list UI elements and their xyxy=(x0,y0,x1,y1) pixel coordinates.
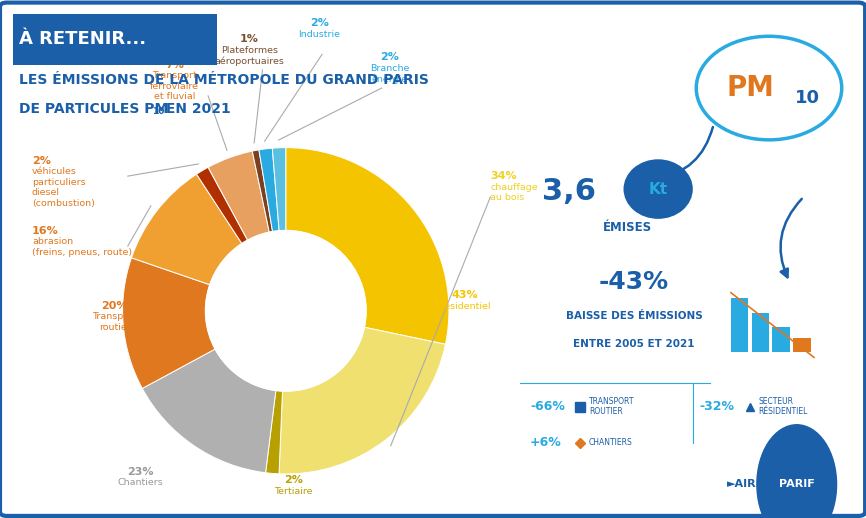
Text: Résidentiel: Résidentiel xyxy=(438,302,491,311)
Wedge shape xyxy=(208,151,269,240)
Bar xyxy=(772,327,790,352)
Text: 2%: 2% xyxy=(380,52,399,62)
Text: chauffage
au bois: chauffage au bois xyxy=(490,183,538,202)
Bar xyxy=(793,338,811,352)
Text: Transport
ferroviaire
et fluvial: Transport ferroviaire et fluvial xyxy=(150,71,199,102)
Text: Transport
routier: Transport routier xyxy=(93,312,137,332)
Text: -66%: -66% xyxy=(530,400,565,413)
Text: +6%: +6% xyxy=(530,436,562,450)
Text: 34%: 34% xyxy=(490,171,517,181)
Text: Tertiaire: Tertiaire xyxy=(275,487,313,496)
Text: 16%: 16% xyxy=(32,226,59,236)
Text: Kt: Kt xyxy=(649,182,668,196)
Text: PM: PM xyxy=(726,74,774,102)
Wedge shape xyxy=(279,327,445,474)
Text: 2%: 2% xyxy=(32,156,51,166)
Text: PARIF: PARIF xyxy=(779,479,815,490)
Text: EN 2021: EN 2021 xyxy=(161,102,231,116)
Text: 43%: 43% xyxy=(451,291,478,300)
Text: véhicules
particuliers
diesel
(combustion): véhicules particuliers diesel (combustio… xyxy=(32,167,95,208)
Text: -43%: -43% xyxy=(599,270,669,294)
Bar xyxy=(731,298,748,352)
Circle shape xyxy=(205,231,366,391)
Wedge shape xyxy=(266,391,282,474)
Bar xyxy=(752,313,769,352)
Text: ►AIR: ►AIR xyxy=(727,479,757,490)
Ellipse shape xyxy=(624,159,693,219)
Text: À RETENIR...: À RETENIR... xyxy=(19,31,146,48)
Wedge shape xyxy=(252,150,273,232)
Text: Plateformes
aéroportuaires: Plateformes aéroportuaires xyxy=(215,46,284,66)
Text: ÉMISES: ÉMISES xyxy=(603,221,651,235)
Wedge shape xyxy=(259,148,279,232)
Text: 10: 10 xyxy=(795,90,819,107)
Text: BAISSE DES ÉMISSIONS: BAISSE DES ÉMISSIONS xyxy=(565,311,702,321)
Wedge shape xyxy=(272,148,286,231)
Wedge shape xyxy=(286,148,449,344)
Wedge shape xyxy=(123,258,215,388)
Text: 7%: 7% xyxy=(165,60,184,70)
Text: Industrie: Industrie xyxy=(299,30,340,39)
Text: 23%: 23% xyxy=(127,467,154,477)
Text: -32%: -32% xyxy=(700,400,734,413)
Text: Branche
énergie: Branche énergie xyxy=(370,64,409,84)
Text: TRANSPORT
ROUTIER: TRANSPORT ROUTIER xyxy=(589,397,635,416)
Text: 1%: 1% xyxy=(240,34,259,44)
Text: DE PARTICULES PM: DE PARTICULES PM xyxy=(19,102,168,116)
Text: Chantiers: Chantiers xyxy=(118,478,164,487)
Text: abrasion
(freins, pneus, route): abrasion (freins, pneus, route) xyxy=(32,237,132,256)
Text: LES ÉMISSIONS DE LA MÉTROPOLE DU GRAND PARIS: LES ÉMISSIONS DE LA MÉTROPOLE DU GRAND P… xyxy=(19,73,429,88)
Text: 10: 10 xyxy=(152,107,165,116)
Text: 2%: 2% xyxy=(284,476,303,485)
Text: 2%: 2% xyxy=(310,19,329,28)
Wedge shape xyxy=(132,174,242,285)
Text: SECTEUR
RÉSIDENTIEL: SECTEUR RÉSIDENTIEL xyxy=(759,397,808,416)
Ellipse shape xyxy=(696,36,842,140)
Text: 20%: 20% xyxy=(101,301,128,311)
Text: CHANTIERS: CHANTIERS xyxy=(589,438,633,448)
Wedge shape xyxy=(142,349,276,473)
Text: ENTRE 2005 ET 2021: ENTRE 2005 ET 2021 xyxy=(573,339,695,350)
Circle shape xyxy=(757,425,837,518)
Text: 3,6: 3,6 xyxy=(542,177,596,206)
Wedge shape xyxy=(197,167,248,243)
